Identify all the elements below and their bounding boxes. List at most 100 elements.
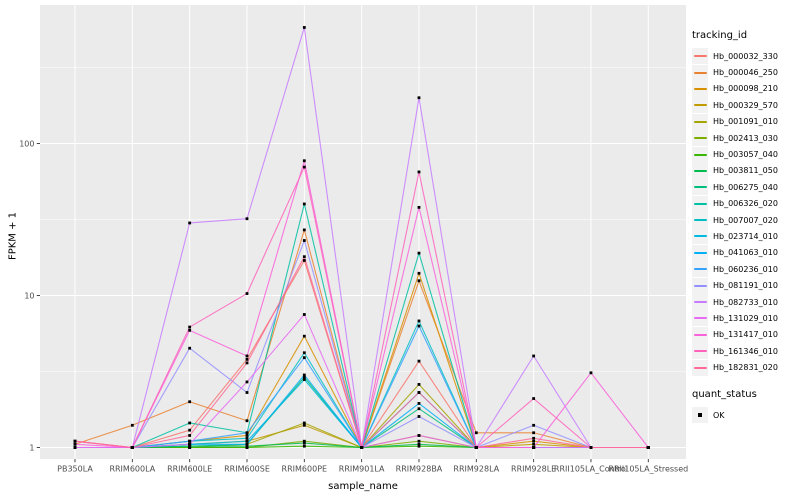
legend-item-label: Hb_000046_250 [713, 68, 778, 78]
legend-key-line-icon [692, 326, 708, 343]
data-point [302, 159, 306, 163]
data-point [302, 228, 306, 232]
legend-item-label: Hb_000329_570 [713, 100, 778, 110]
legend-quant-status: quant_status OK [692, 389, 798, 423]
y-tick-label: 10 [24, 291, 34, 300]
legend-key-line-icon [692, 113, 708, 130]
legend-item-label: Hb_002413_030 [713, 133, 778, 143]
legend-panel: tracking_id Hb_000032_330 Hb_000046_250 Hb… [692, 30, 798, 423]
y-tick-label: 100 [19, 139, 34, 148]
data-point [417, 383, 421, 386]
data-point [245, 439, 249, 443]
data-point [302, 423, 306, 427]
legend-item-label: Hb_007007_020 [713, 215, 778, 225]
legend-item: Hb_082733_010 [692, 294, 798, 311]
data-point [532, 431, 536, 435]
legend-item: Hb_161346_010 [692, 343, 798, 360]
legend-key-line-icon [692, 343, 708, 360]
legend-title-quant-status: quant_status [692, 388, 757, 400]
legend-item: Hb_131417_010 [692, 326, 798, 343]
x-tick-label: RRIM928LE [511, 465, 556, 474]
legend-item: Hb_007007_020 [692, 212, 798, 229]
data-point [245, 354, 249, 358]
data-point [245, 361, 249, 365]
legend-item-label: Hb_023714_010 [713, 231, 778, 241]
x-tick-label: RRIM600LE [167, 465, 212, 474]
data-point [302, 239, 306, 242]
legend-key-line-icon [692, 97, 708, 114]
data-point [302, 378, 306, 381]
data-points [73, 26, 650, 449]
x-axis-title: sample_name [328, 481, 398, 492]
data-point [245, 444, 249, 448]
data-point [245, 380, 249, 384]
data-point [589, 371, 593, 375]
legend-item-label: Hb_060236_010 [713, 264, 778, 274]
legend-item-label: Hb_003811_050 [713, 166, 778, 176]
panel-background [40, 5, 686, 459]
data-point [302, 444, 306, 448]
data-point [130, 446, 134, 449]
data-point [302, 334, 306, 338]
data-point [245, 431, 249, 435]
data-point [302, 259, 306, 262]
data-point [532, 436, 536, 440]
legend-item-label: Hb_131417_010 [713, 330, 778, 340]
data-point [245, 442, 249, 446]
legend-item: Hb_002413_030 [692, 130, 798, 147]
data-point [417, 279, 421, 283]
legend-item-label: Hb_131029_010 [713, 313, 778, 323]
data-point [245, 436, 249, 440]
legend-key-line-icon [692, 261, 708, 278]
legend-item: Hb_003057_040 [692, 146, 798, 163]
data-point [302, 313, 306, 316]
x-tick-label: RRII105LA_Control [554, 465, 628, 474]
y-tick-label: 1 [29, 443, 34, 452]
legend-key-line-icon [692, 310, 708, 327]
data-point [188, 325, 192, 329]
data-point [188, 328, 192, 332]
data-point [73, 442, 77, 446]
legend-key-line-icon [692, 195, 708, 212]
legend-item-label: Hb_000098_210 [713, 84, 778, 94]
x-tick-label: RRIM600SE [224, 465, 270, 474]
data-point [417, 324, 421, 328]
data-point [302, 441, 306, 445]
data-point [302, 373, 306, 377]
data-point [417, 439, 421, 443]
data-point [417, 434, 421, 437]
data-point [532, 442, 536, 446]
data-point [73, 439, 77, 443]
legend-item-label: OK [713, 410, 725, 420]
data-point [302, 439, 306, 443]
y-tick-labels: 1 10 100 [19, 139, 34, 452]
legend-item-ok: OK [692, 407, 798, 423]
x-tick-label: RRIM901LA [339, 465, 385, 474]
data-point [474, 446, 478, 449]
data-point [589, 446, 593, 449]
data-point [302, 356, 306, 360]
data-point [245, 292, 249, 295]
legend-item-label: Hb_082733_010 [713, 297, 778, 307]
data-point [417, 205, 421, 209]
x-tick-label: RRIM600LA [109, 465, 155, 474]
data-point [130, 423, 134, 427]
data-point [302, 255, 306, 259]
data-point [417, 407, 421, 411]
legend-key-line-icon [692, 179, 708, 196]
data-point [417, 319, 421, 323]
legend-item: Hb_081191_010 [692, 277, 798, 294]
legend-item-label: Hb_003057_040 [713, 150, 778, 160]
data-point [245, 419, 249, 423]
data-point [532, 423, 536, 427]
legend-item: Hb_001091_010 [692, 113, 798, 130]
data-point [245, 391, 249, 394]
legend-key-line-icon [692, 80, 708, 97]
legend-item: Hb_000046_250 [692, 64, 798, 81]
legend-key-line-icon [692, 146, 708, 163]
data-point [417, 415, 421, 418]
data-point [417, 391, 421, 394]
legend-key-line-icon [692, 162, 708, 179]
legend-item: Hb_060236_010 [692, 261, 798, 278]
